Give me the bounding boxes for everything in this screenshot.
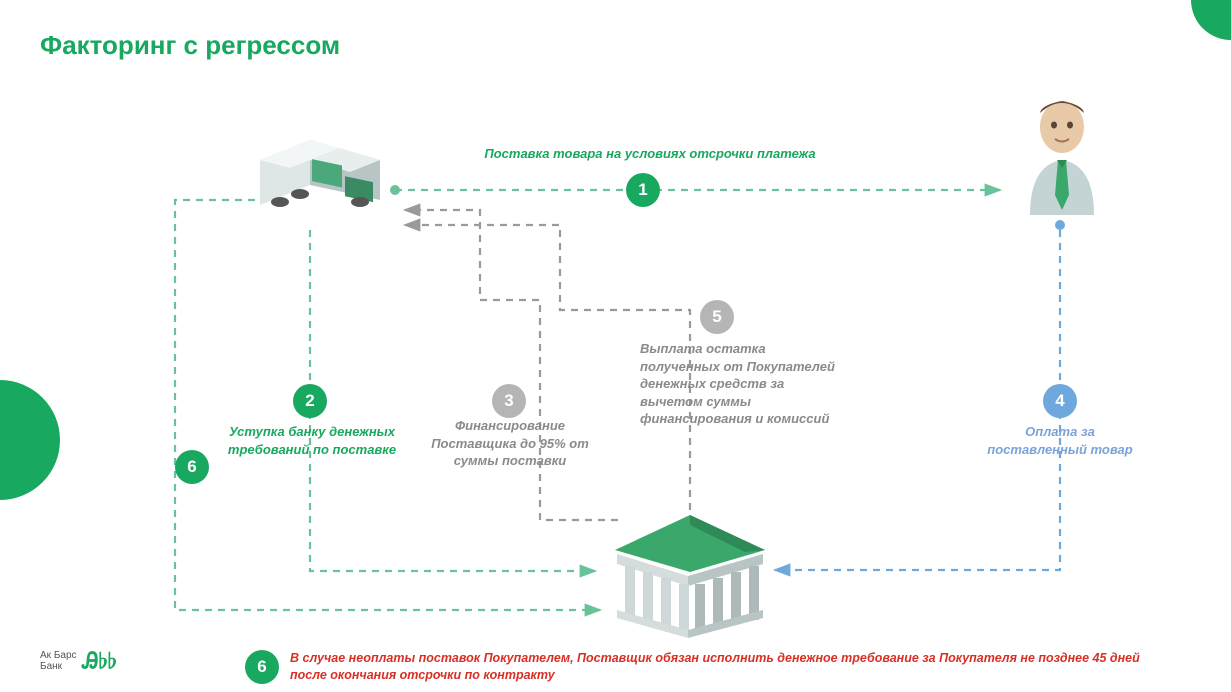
step-label-5: Выплата остатка полученных от Покупателе…: [640, 340, 840, 428]
step-badge-2: 2: [293, 384, 327, 418]
side-circle: [0, 380, 60, 500]
node-buyer-person: [1015, 95, 1110, 215]
footer-badge-6: 6: [245, 650, 279, 684]
step-label-3: Финансирование Поставщика до 95% от сумм…: [425, 417, 595, 470]
footer-note: В случае неоплаты поставок Покупателем, …: [290, 650, 1170, 684]
logo-mark-icon: Ꭿ♭♭: [83, 648, 117, 674]
node-supplier-truck: [250, 110, 390, 220]
node-bank-building: [605, 510, 775, 640]
step-label-1: Поставка товара на условиях отсрочки пла…: [470, 145, 830, 163]
page-title: Факторинг с регрессом: [40, 30, 340, 61]
step-badge-4: 4: [1043, 384, 1077, 418]
step-label-2: Уступка банку денежных требований по пос…: [222, 423, 402, 458]
corner-accent: [1191, 0, 1231, 40]
logo-text: Ак Барс Банк: [40, 650, 77, 672]
step-badge-6: 6: [175, 450, 209, 484]
step-badge-1: 1: [626, 173, 660, 207]
brand-logo: Ак Барс Банк Ꭿ♭♭: [40, 648, 117, 674]
step-badge-3: 3: [492, 384, 526, 418]
step-label-4: Оплата за поставленный товар: [975, 423, 1145, 458]
step-badge-5: 5: [700, 300, 734, 334]
logo-line2: Банк: [40, 661, 77, 672]
logo-line1: Ак Барс: [40, 650, 77, 661]
